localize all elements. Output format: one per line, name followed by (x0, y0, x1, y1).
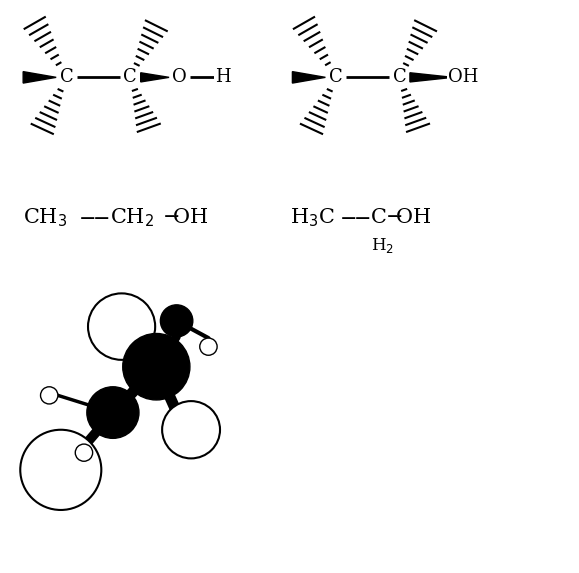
Text: C: C (329, 68, 343, 87)
Text: C: C (60, 68, 74, 87)
Text: $-\!\!-$: $-\!\!-$ (339, 208, 371, 227)
Circle shape (75, 444, 93, 461)
Text: $-\!\!$OH: $-\!\!$OH (162, 208, 209, 227)
Circle shape (87, 387, 139, 438)
Text: C: C (393, 68, 406, 87)
Text: C: C (123, 68, 137, 87)
Circle shape (20, 430, 101, 510)
Polygon shape (23, 72, 56, 83)
Polygon shape (410, 73, 453, 82)
Text: $-\!\!-$: $-\!\!-$ (78, 208, 110, 227)
Text: H: H (215, 68, 230, 87)
Text: $-\!\!$OH: $-\!\!$OH (385, 208, 432, 227)
Text: H$_3$C: H$_3$C (290, 206, 335, 229)
Text: C: C (371, 208, 386, 227)
Circle shape (88, 293, 155, 360)
Text: OH: OH (448, 68, 478, 87)
Circle shape (162, 401, 220, 458)
Polygon shape (141, 73, 169, 82)
Text: CH$_3$: CH$_3$ (23, 206, 68, 229)
Circle shape (123, 333, 190, 400)
Circle shape (160, 305, 193, 337)
Circle shape (200, 338, 217, 355)
Polygon shape (292, 72, 325, 83)
Text: CH$_2$: CH$_2$ (110, 206, 154, 229)
Text: H$_2$: H$_2$ (371, 236, 394, 255)
Text: O: O (172, 68, 187, 87)
Circle shape (41, 387, 58, 404)
